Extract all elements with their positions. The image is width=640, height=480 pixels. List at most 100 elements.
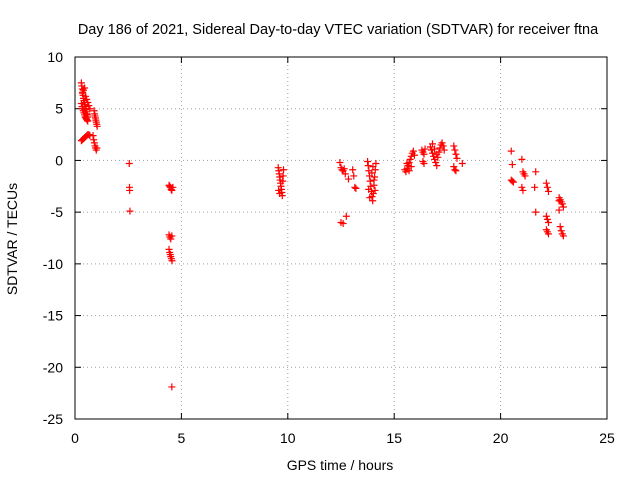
data-point — [83, 95, 91, 103]
data-point — [85, 131, 93, 139]
data-point — [372, 160, 380, 168]
y-tick-label: -5 — [51, 204, 64, 220]
data-point — [429, 149, 437, 157]
data-point — [125, 160, 133, 168]
tick-labels: 0 5 10 15 20 25 -25 -20 -15 -10 -5 0 5 10 — [43, 49, 615, 446]
data-point — [406, 155, 414, 163]
data-point — [86, 105, 94, 113]
data-point — [432, 158, 440, 166]
x-tick-label: 10 — [280, 430, 296, 446]
data-point — [433, 150, 441, 158]
y-tick-label: -10 — [43, 256, 63, 272]
data-point — [433, 162, 441, 170]
data-point — [402, 168, 410, 176]
data-point — [542, 179, 550, 187]
data-point — [440, 146, 448, 154]
data-point — [368, 169, 376, 177]
data-point — [531, 183, 539, 191]
data-point — [364, 157, 372, 165]
data-point — [555, 197, 563, 205]
x-tick-label: 20 — [493, 430, 509, 446]
data-point — [452, 150, 460, 158]
data-point — [280, 166, 288, 174]
data-point — [559, 232, 567, 240]
data-point — [93, 144, 101, 152]
y-tick-label: -20 — [43, 359, 63, 375]
data-point — [336, 158, 344, 166]
data-point — [83, 116, 91, 124]
data-point — [420, 160, 428, 168]
data-point — [274, 164, 282, 172]
data-point — [349, 166, 357, 174]
data-point — [167, 235, 175, 243]
data-point — [409, 147, 417, 155]
data-point — [77, 100, 85, 108]
data-point — [340, 165, 348, 173]
axis-ticks — [74, 56, 608, 420]
data-point — [559, 203, 567, 211]
x-tick-label: 0 — [71, 430, 79, 446]
data-point — [544, 187, 552, 195]
data-point — [410, 151, 418, 159]
x-tick-label: 25 — [599, 430, 615, 446]
data-point — [421, 145, 429, 153]
data-point — [168, 232, 176, 240]
data-point — [93, 122, 101, 130]
data-point — [84, 117, 92, 125]
data-point — [365, 185, 373, 193]
data-point — [352, 184, 360, 192]
grid-lines — [75, 57, 607, 419]
data-point — [168, 383, 176, 391]
data-point — [543, 215, 551, 223]
x-tick-label: 15 — [386, 430, 402, 446]
y-tick-label: 5 — [55, 101, 63, 117]
data-point — [366, 177, 374, 185]
y-tick-label: 10 — [47, 49, 63, 65]
data-point — [556, 223, 564, 231]
data-point — [458, 160, 466, 168]
data-point — [371, 173, 379, 181]
data-point — [427, 146, 435, 154]
data-point — [518, 155, 526, 163]
data-point — [429, 140, 437, 148]
y-tick-label: -15 — [43, 308, 63, 324]
data-point — [508, 161, 516, 169]
data-point — [371, 186, 379, 194]
data-point — [434, 153, 442, 161]
data-point — [275, 186, 283, 194]
data-point — [165, 245, 173, 253]
data-point — [85, 102, 93, 110]
data-point — [90, 136, 98, 144]
data-point — [81, 84, 89, 92]
data-point — [344, 175, 352, 183]
data-point — [342, 212, 350, 220]
data-point — [518, 183, 526, 191]
data-point — [438, 139, 446, 147]
data-point — [509, 178, 517, 186]
data-point — [369, 163, 377, 171]
data-point — [405, 167, 413, 175]
data-point — [557, 227, 565, 235]
data-point — [364, 162, 372, 170]
data-point — [169, 183, 177, 191]
x-tick-label: 5 — [178, 430, 186, 446]
data-point — [544, 230, 552, 238]
plot-frame — [74, 56, 608, 420]
y-tick-label: -25 — [43, 411, 63, 427]
data-point — [366, 194, 374, 202]
data-point — [370, 176, 378, 184]
data-point — [543, 183, 551, 191]
data-point — [507, 147, 515, 155]
data-point — [90, 139, 98, 147]
data-point — [403, 160, 411, 168]
data-point — [431, 145, 439, 153]
data-point — [89, 132, 97, 140]
data-point — [532, 208, 540, 216]
data-point — [452, 167, 460, 175]
data-point — [544, 218, 552, 226]
data-point — [341, 170, 349, 178]
data-point — [555, 206, 563, 214]
data-point — [450, 142, 458, 150]
y-tick-label: 0 — [55, 152, 63, 168]
